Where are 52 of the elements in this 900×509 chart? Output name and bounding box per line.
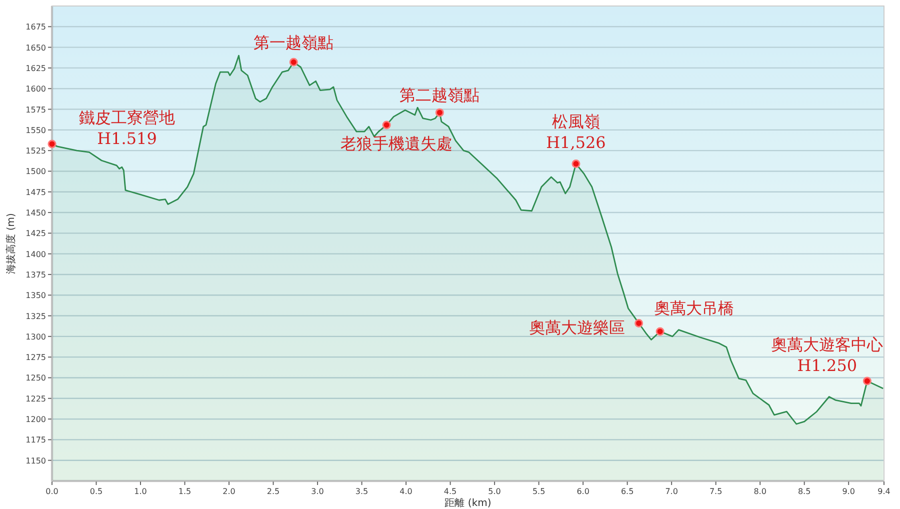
- y-tick-label: 1225: [26, 394, 46, 404]
- y-tick-label: 1375: [26, 270, 46, 280]
- x-tick-label: 8.0: [754, 487, 766, 496]
- x-tick-label: 4.5: [444, 487, 457, 496]
- y-tick-label: 1675: [26, 22, 46, 32]
- x-tick-label: 5.0: [488, 487, 501, 496]
- y-tick-label: 1300: [26, 332, 46, 342]
- x-tick-label: 3.0: [311, 487, 324, 496]
- x-tick-label: 4.0: [400, 487, 412, 496]
- y-tick-label: 1475: [26, 188, 46, 197]
- y-tick-label: 1250: [26, 374, 46, 383]
- y-tick-label: 1400: [26, 250, 46, 259]
- y-tick-label: 1350: [26, 291, 46, 300]
- annotation: 老狼手機遺失處: [340, 134, 453, 153]
- x-tick-label: 1.0: [134, 487, 147, 496]
- annotation: 奧萬大吊橋: [654, 298, 734, 318]
- x-tick-label: 2.0: [222, 487, 236, 496]
- x-tick-label: 7.5: [709, 487, 722, 496]
- y-tick-label: 1150: [26, 456, 46, 466]
- y-tick-label: 1625: [26, 64, 46, 73]
- y-tick-label: 1650: [26, 43, 46, 52]
- annotation: 鐵皮工寮營地 H1.519: [79, 108, 175, 148]
- x-tick-label: 0.0: [46, 487, 58, 496]
- y-axis-title: 海拔高度 (m): [5, 213, 17, 274]
- y-tick-label: 1275: [26, 353, 46, 362]
- x-tick-label: 9.0: [842, 487, 855, 496]
- annotation: 第一越嶺點: [254, 33, 334, 52]
- annotation: 奧萬大遊客中心 H1.250: [771, 335, 884, 376]
- x-tick-label: 1.5: [178, 487, 192, 496]
- x-tick-label: 7.0: [665, 487, 678, 496]
- x-tick-label: 3.5: [355, 487, 368, 496]
- annotation: 松風嶺 H1,526: [546, 112, 606, 152]
- y-tick-label: 1425: [26, 229, 46, 238]
- x-tick-label: 2.5: [266, 487, 280, 496]
- y-tick-label: 1500: [26, 167, 46, 176]
- x-tick-label: 9.4: [878, 487, 890, 496]
- x-axis-title: 距離 (km): [444, 497, 492, 509]
- y-tick-label: 1550: [26, 126, 46, 135]
- x-tick-label: 5.5: [532, 487, 546, 496]
- y-tick-label: 1175: [26, 436, 46, 445]
- annotation: 第二越嶺點: [400, 86, 480, 105]
- y-tick-label: 1450: [26, 208, 46, 218]
- x-tick-label: 8.5: [798, 487, 811, 496]
- y-tick-label: 1325: [26, 312, 46, 321]
- annotation: 奧萬大遊樂區: [528, 318, 625, 338]
- x-tick-label: 0.5: [90, 487, 103, 496]
- y-tick-label: 1600: [26, 84, 46, 94]
- y-tick-label: 1525: [26, 146, 46, 156]
- x-tick-label: 6.5: [620, 487, 634, 496]
- y-tick-label: 1200: [26, 415, 46, 424]
- y-tick-label: 1575: [26, 105, 46, 114]
- x-tick-label: 6.0: [576, 487, 590, 496]
